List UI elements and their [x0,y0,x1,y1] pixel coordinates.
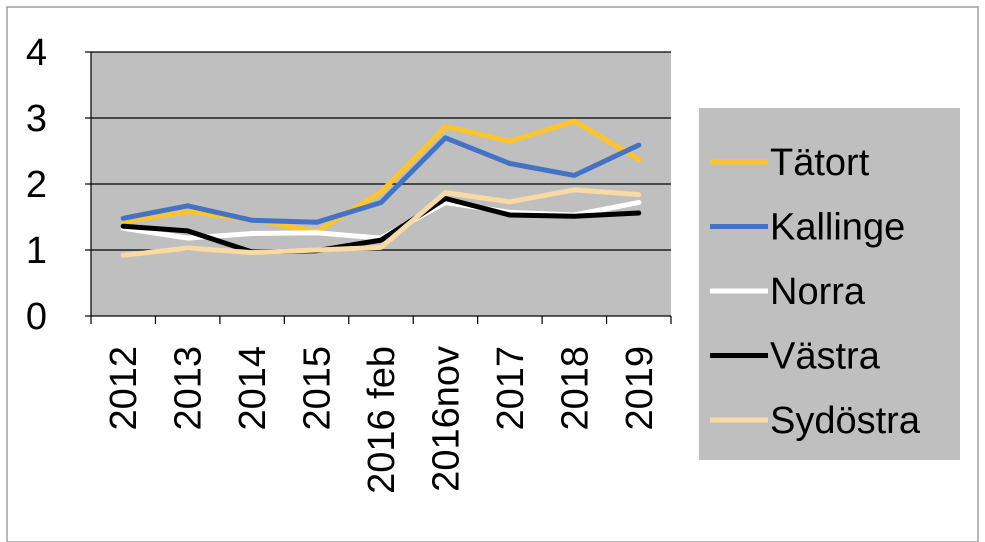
x-tick-label: 2017 [490,346,532,431]
series-line [120,187,642,258]
y-tick-labels: 0 1 2 3 4 [26,32,47,338]
series-line [120,118,642,234]
x-tick-label: 2015 [297,346,339,431]
x-tick-label: 2019 [619,346,661,431]
gridlines [91,51,671,251]
y-tick-label: 4 [26,32,47,74]
x-tick-label: 2013 [168,346,210,431]
legend-label: Norra [770,271,866,313]
series-line [120,135,642,225]
x-tick-label: 2016nov [425,346,467,492]
x-tick-label: 2012 [103,346,145,431]
legend: Tätort Kallinge Norra Västra Sydöstra [699,108,960,460]
legend-label: Kallinge [770,207,905,249]
y-tick-label: 1 [26,230,47,272]
legend-box [699,108,960,460]
x-tick-label: 2014 [232,346,274,431]
legend-label: Sydöstra [770,400,921,442]
y-tick-label: 0 [26,296,47,338]
series-lines [120,118,642,258]
y-tick-label: 2 [26,164,47,206]
legend-label: Tätort [770,142,870,184]
x-tick-labels: 2012 2013 2014 2015 2016 feb 2016nov 2017 2018 2… [103,346,661,494]
axes [85,51,672,324]
y-tick-label: 3 [26,98,47,140]
legend-label: Västra [770,336,881,378]
x-tick-label: 2016 feb [361,346,403,494]
x-tick-label: 2018 [554,346,596,431]
series-line [120,196,642,255]
